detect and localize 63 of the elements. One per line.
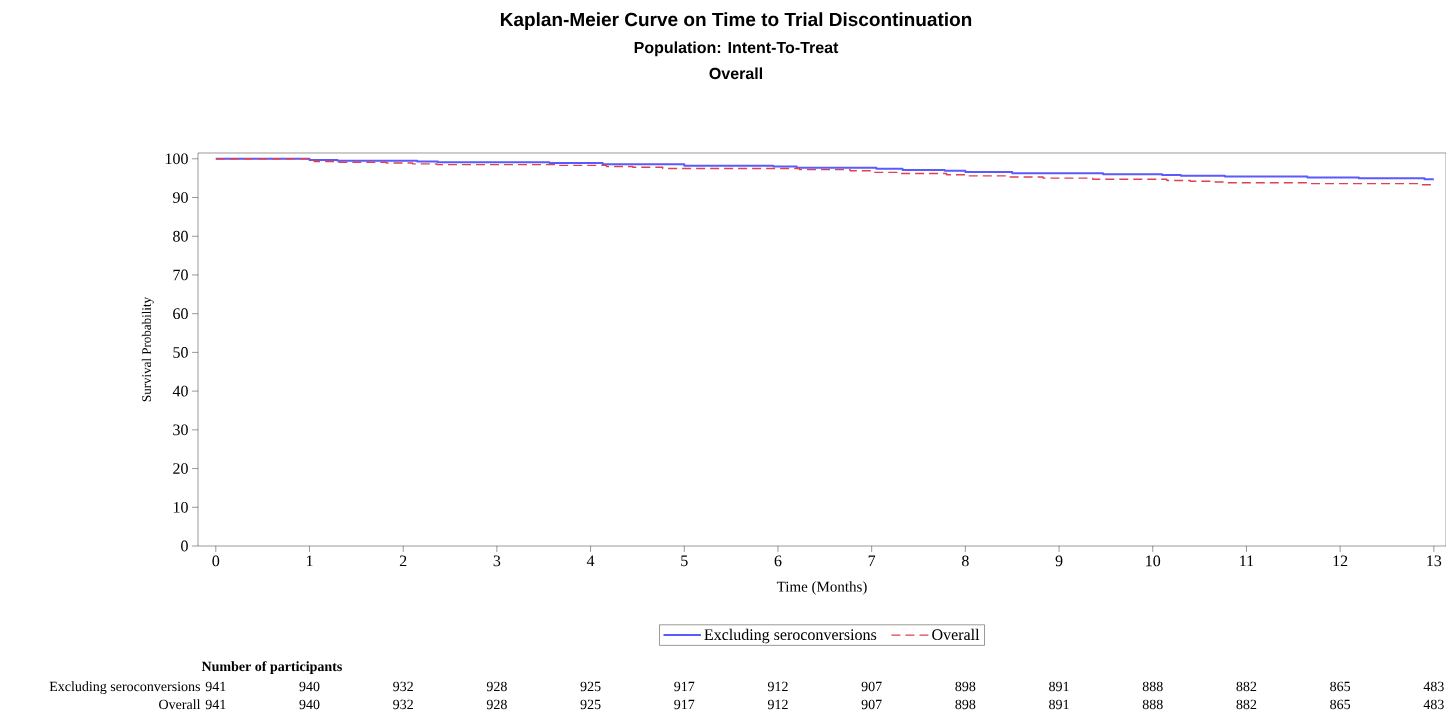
y-tick-label: 30	[173, 424, 188, 436]
text: 928	[486, 681, 507, 692]
text: 483	[1423, 681, 1444, 692]
legend-label: Overall	[932, 628, 980, 641]
text: 891	[1049, 699, 1069, 710]
x-tick-label: 1	[306, 555, 313, 567]
y-tick-label: 20	[173, 463, 188, 474]
text: 941	[205, 699, 226, 710]
text: 917	[674, 681, 695, 692]
y-tick-label: 80	[173, 230, 188, 242]
x-tick-label: 2	[399, 555, 407, 567]
text: Overall	[709, 67, 762, 80]
x-tick-label: 3	[493, 555, 501, 567]
text: 882	[1236, 699, 1257, 710]
x-tick-label: 5	[681, 555, 688, 567]
text: 898	[955, 699, 976, 710]
y-tick-label: 100	[165, 153, 188, 165]
text: 941	[205, 681, 226, 692]
y-tick-label: 60	[173, 308, 188, 320]
text: 925	[580, 681, 601, 692]
text: 483	[1423, 699, 1444, 710]
chart-subtitle: Population: Intent-To-Treat	[634, 41, 839, 57]
text: Overall	[159, 699, 201, 710]
text: 940	[299, 699, 320, 710]
text: 907	[861, 681, 882, 692]
text: 932	[393, 699, 413, 710]
x-tick-label: 9	[1055, 555, 1063, 567]
text: 932	[393, 681, 413, 692]
text: 940	[299, 681, 320, 692]
y-tick-label: 0	[181, 540, 188, 552]
x-tick-label: 6	[774, 555, 782, 567]
x-axis-title: Time (Months)	[776, 581, 867, 595]
legend-label: Excluding seroconversions	[704, 628, 877, 644]
y-tick-label: 40	[172, 385, 188, 397]
text: Excluding seroconversions	[49, 681, 200, 695]
text: 888	[1142, 699, 1163, 710]
x-tick-label: 11	[1240, 555, 1254, 567]
y-tick-label: 90	[173, 192, 188, 203]
text: 891	[1049, 681, 1069, 692]
text: 888	[1142, 681, 1163, 692]
chart-title: Kaplan-Meier Curve on Time to Trial Discontinuation	[500, 12, 972, 30]
x-tick-label: 8	[961, 555, 969, 567]
y-tick-label: 50	[173, 347, 188, 358]
text: 865	[1330, 681, 1351, 692]
x-tick-label: 12	[1333, 555, 1348, 567]
text: 925	[580, 699, 601, 710]
text: 865	[1330, 699, 1351, 710]
text: 898	[955, 681, 976, 692]
text: 907	[861, 699, 882, 710]
text: Number of participants	[201, 661, 342, 674]
x-tick-label: 0	[212, 555, 220, 567]
x-tick-label: 13	[1427, 555, 1442, 567]
x-tick-label: 7	[868, 555, 876, 566]
y-tick-label: 70	[173, 269, 188, 281]
x-tick-label: 10	[1146, 555, 1161, 567]
text: 882	[1236, 681, 1257, 692]
x-tick-label: 4	[586, 555, 595, 567]
text: 928	[486, 699, 507, 710]
y-tick-label: 10	[173, 501, 188, 513]
text: 912	[767, 699, 788, 710]
text: 912	[767, 681, 788, 692]
text: 917	[674, 699, 695, 710]
y-axis-title: Survival Probability	[141, 296, 154, 402]
